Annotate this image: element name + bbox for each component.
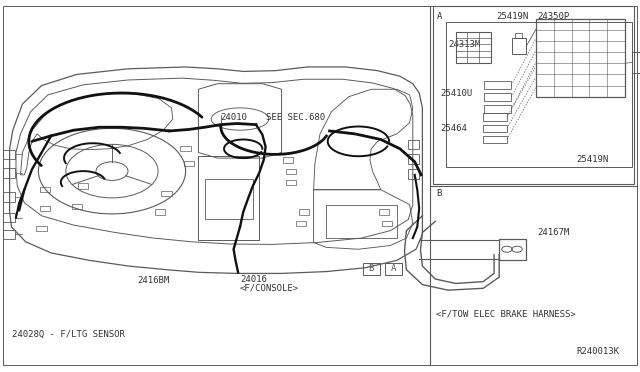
- Text: <F/TOW ELEC BRAKE HARNESS>: <F/TOW ELEC BRAKE HARNESS>: [436, 310, 576, 319]
- Text: 24350P: 24350P: [538, 12, 570, 21]
- Text: A: A: [391, 264, 396, 273]
- Text: R240013K: R240013K: [576, 347, 619, 356]
- Text: 25410U: 25410U: [440, 89, 472, 97]
- Text: 24167M: 24167M: [538, 228, 570, 237]
- Text: 24313M: 24313M: [448, 40, 480, 49]
- Text: 24010: 24010: [221, 113, 248, 122]
- Text: 24028Q - F/LTG SENSOR: 24028Q - F/LTG SENSOR: [12, 330, 124, 339]
- Text: 25464: 25464: [440, 124, 467, 133]
- Text: 24016: 24016: [240, 275, 267, 284]
- Text: A: A: [436, 12, 442, 21]
- Text: B: B: [436, 189, 442, 198]
- Text: 25419N: 25419N: [576, 155, 608, 164]
- Text: <F/CONSOLE>: <F/CONSOLE>: [240, 284, 299, 293]
- Text: 2416BM: 2416BM: [138, 276, 170, 285]
- Text: 25419N: 25419N: [496, 12, 528, 21]
- Text: B: B: [369, 264, 374, 273]
- Text: SEE SEC.680: SEE SEC.680: [266, 113, 324, 122]
